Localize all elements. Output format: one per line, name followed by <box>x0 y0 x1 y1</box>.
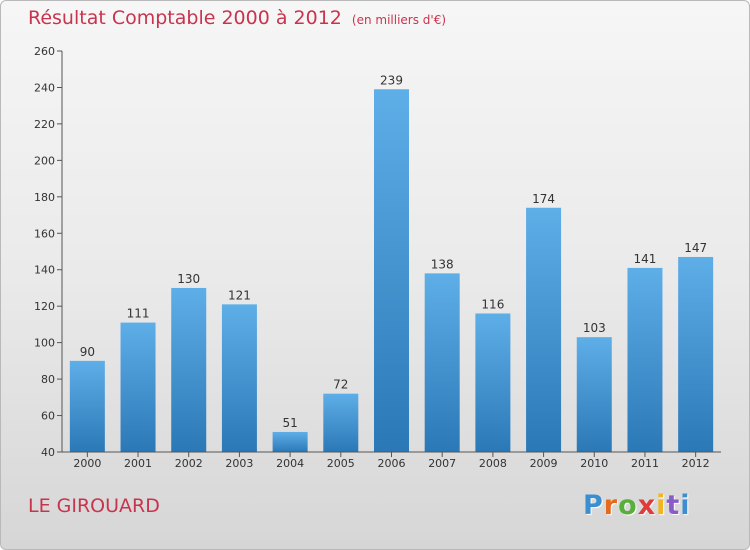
x-tick-label: 2004 <box>276 457 304 470</box>
logo-letter: i <box>656 490 667 521</box>
logo-letter: i <box>680 490 691 521</box>
chart-title-text: Résultat Comptable 2000 à 2012 <box>28 7 342 29</box>
x-tick-label: 2009 <box>530 457 558 470</box>
x-tick-label: 2008 <box>479 457 507 470</box>
bar <box>374 89 409 452</box>
data-label: 121 <box>228 288 251 302</box>
bar <box>69 360 105 452</box>
y-tick-label: 80 <box>41 373 55 386</box>
logo-letter: x <box>637 490 657 521</box>
y-tick-label: 100 <box>34 337 55 350</box>
x-tick-label: 2002 <box>175 457 203 470</box>
bar <box>526 207 562 452</box>
data-label: 174 <box>532 192 555 206</box>
y-tick-label: 160 <box>34 227 55 240</box>
data-label: 116 <box>481 297 504 311</box>
x-tick-label: 2011 <box>631 457 659 470</box>
y-tick-label: 200 <box>34 154 55 167</box>
x-tick-label: 2003 <box>225 457 253 470</box>
bar <box>323 393 359 452</box>
x-tick-label: 2012 <box>682 457 710 470</box>
data-label: 138 <box>431 257 454 271</box>
data-label: 72 <box>333 378 348 392</box>
y-tick-label: 180 <box>34 191 55 204</box>
y-tick-label: 220 <box>34 118 55 131</box>
logo-letter: r <box>603 490 619 521</box>
proxiti-logo[interactable]: Proxiti <box>583 490 691 521</box>
bar <box>627 267 663 452</box>
x-tick-label: 2010 <box>580 457 608 470</box>
x-tick-label: 2005 <box>327 457 355 470</box>
y-tick-label: 120 <box>34 300 55 313</box>
y-tick-label: 40 <box>41 446 55 459</box>
chart-unit-label: (en milliers d'€) <box>351 13 447 27</box>
bar <box>424 273 460 452</box>
data-label: 103 <box>583 321 606 335</box>
logo-letter: t <box>666 490 681 521</box>
chart-title: Résultat Comptable 2000 à 2012 (en millie… <box>28 7 446 29</box>
logo-letter: o <box>618 490 638 521</box>
y-tick-label: 260 <box>34 45 55 58</box>
x-tick-label: 2007 <box>428 457 456 470</box>
x-tick-label: 2006 <box>378 457 406 470</box>
data-label: 239 <box>380 73 403 87</box>
y-tick-label: 240 <box>34 81 55 94</box>
logo-letter: P <box>583 490 604 521</box>
data-label: 147 <box>684 241 707 255</box>
y-tick-label: 60 <box>41 410 55 423</box>
data-label: 111 <box>127 307 150 321</box>
x-tick-label: 2000 <box>73 457 101 470</box>
bar <box>475 313 511 452</box>
bar <box>678 256 714 452</box>
data-label: 90 <box>80 345 95 359</box>
bar <box>576 337 612 452</box>
x-tick-label: 2001 <box>124 457 152 470</box>
y-tick-label: 140 <box>34 264 55 277</box>
bar <box>171 287 207 452</box>
commune-name: LE GIROUARD <box>28 495 160 517</box>
data-label: 130 <box>177 272 200 286</box>
bar <box>272 431 308 452</box>
data-label: 141 <box>634 252 657 266</box>
bar <box>221 304 257 452</box>
data-label: 51 <box>282 416 297 430</box>
bar <box>120 322 156 452</box>
